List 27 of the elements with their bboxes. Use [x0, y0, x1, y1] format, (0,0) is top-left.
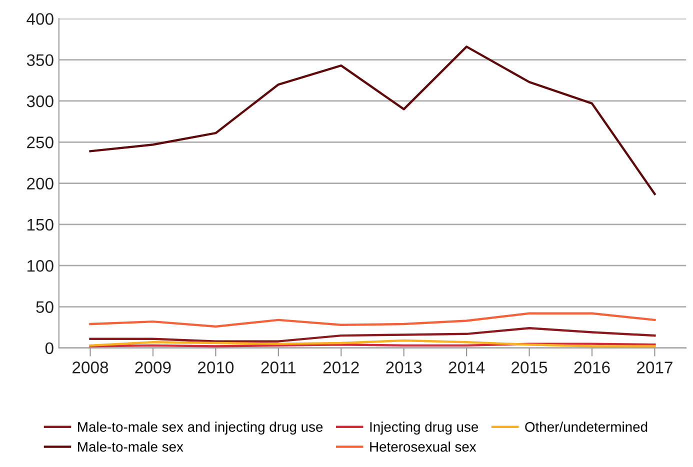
- y-tick-label: 100: [28, 260, 54, 272]
- x-tick-label: 2017: [637, 362, 672, 374]
- line-series: [89, 46, 656, 196]
- y-tick-label: 50: [36, 301, 54, 313]
- line-series: [89, 327, 656, 342]
- x-tick-label: 2013: [386, 362, 422, 374]
- y-tick-label: 150: [28, 218, 54, 231]
- x-tick-label: 2012: [323, 362, 359, 374]
- x-tick-label: 2010: [198, 362, 234, 374]
- y-tick-label: 250: [27, 136, 54, 148]
- y-tick-label: 300: [26, 95, 54, 108]
- x-tick-label: 2008: [72, 362, 108, 374]
- y-tick-label: 400: [26, 13, 54, 25]
- legend-label: Male-to-male sex: [78, 442, 184, 452]
- x-tick-label: 2009: [135, 362, 171, 374]
- legend-label: Other/undetermined: [525, 422, 648, 432]
- legend-label: Heterosexual sex: [370, 442, 476, 452]
- x-tick-label: 2014: [448, 362, 485, 374]
- legend-label: Injecting drug use: [370, 422, 478, 435]
- x-tick-label: 2016: [574, 362, 610, 374]
- x-tick-label: 2011: [261, 362, 296, 374]
- line-series: [89, 312, 656, 328]
- x-tick-label: 2015: [512, 362, 548, 374]
- y-tick-label: 350: [26, 54, 54, 66]
- y-tick-label: 0: [45, 342, 54, 354]
- y-tick-label: 200: [27, 178, 54, 190]
- legend-label: Male-to-male sex and injecting drug use: [78, 422, 323, 435]
